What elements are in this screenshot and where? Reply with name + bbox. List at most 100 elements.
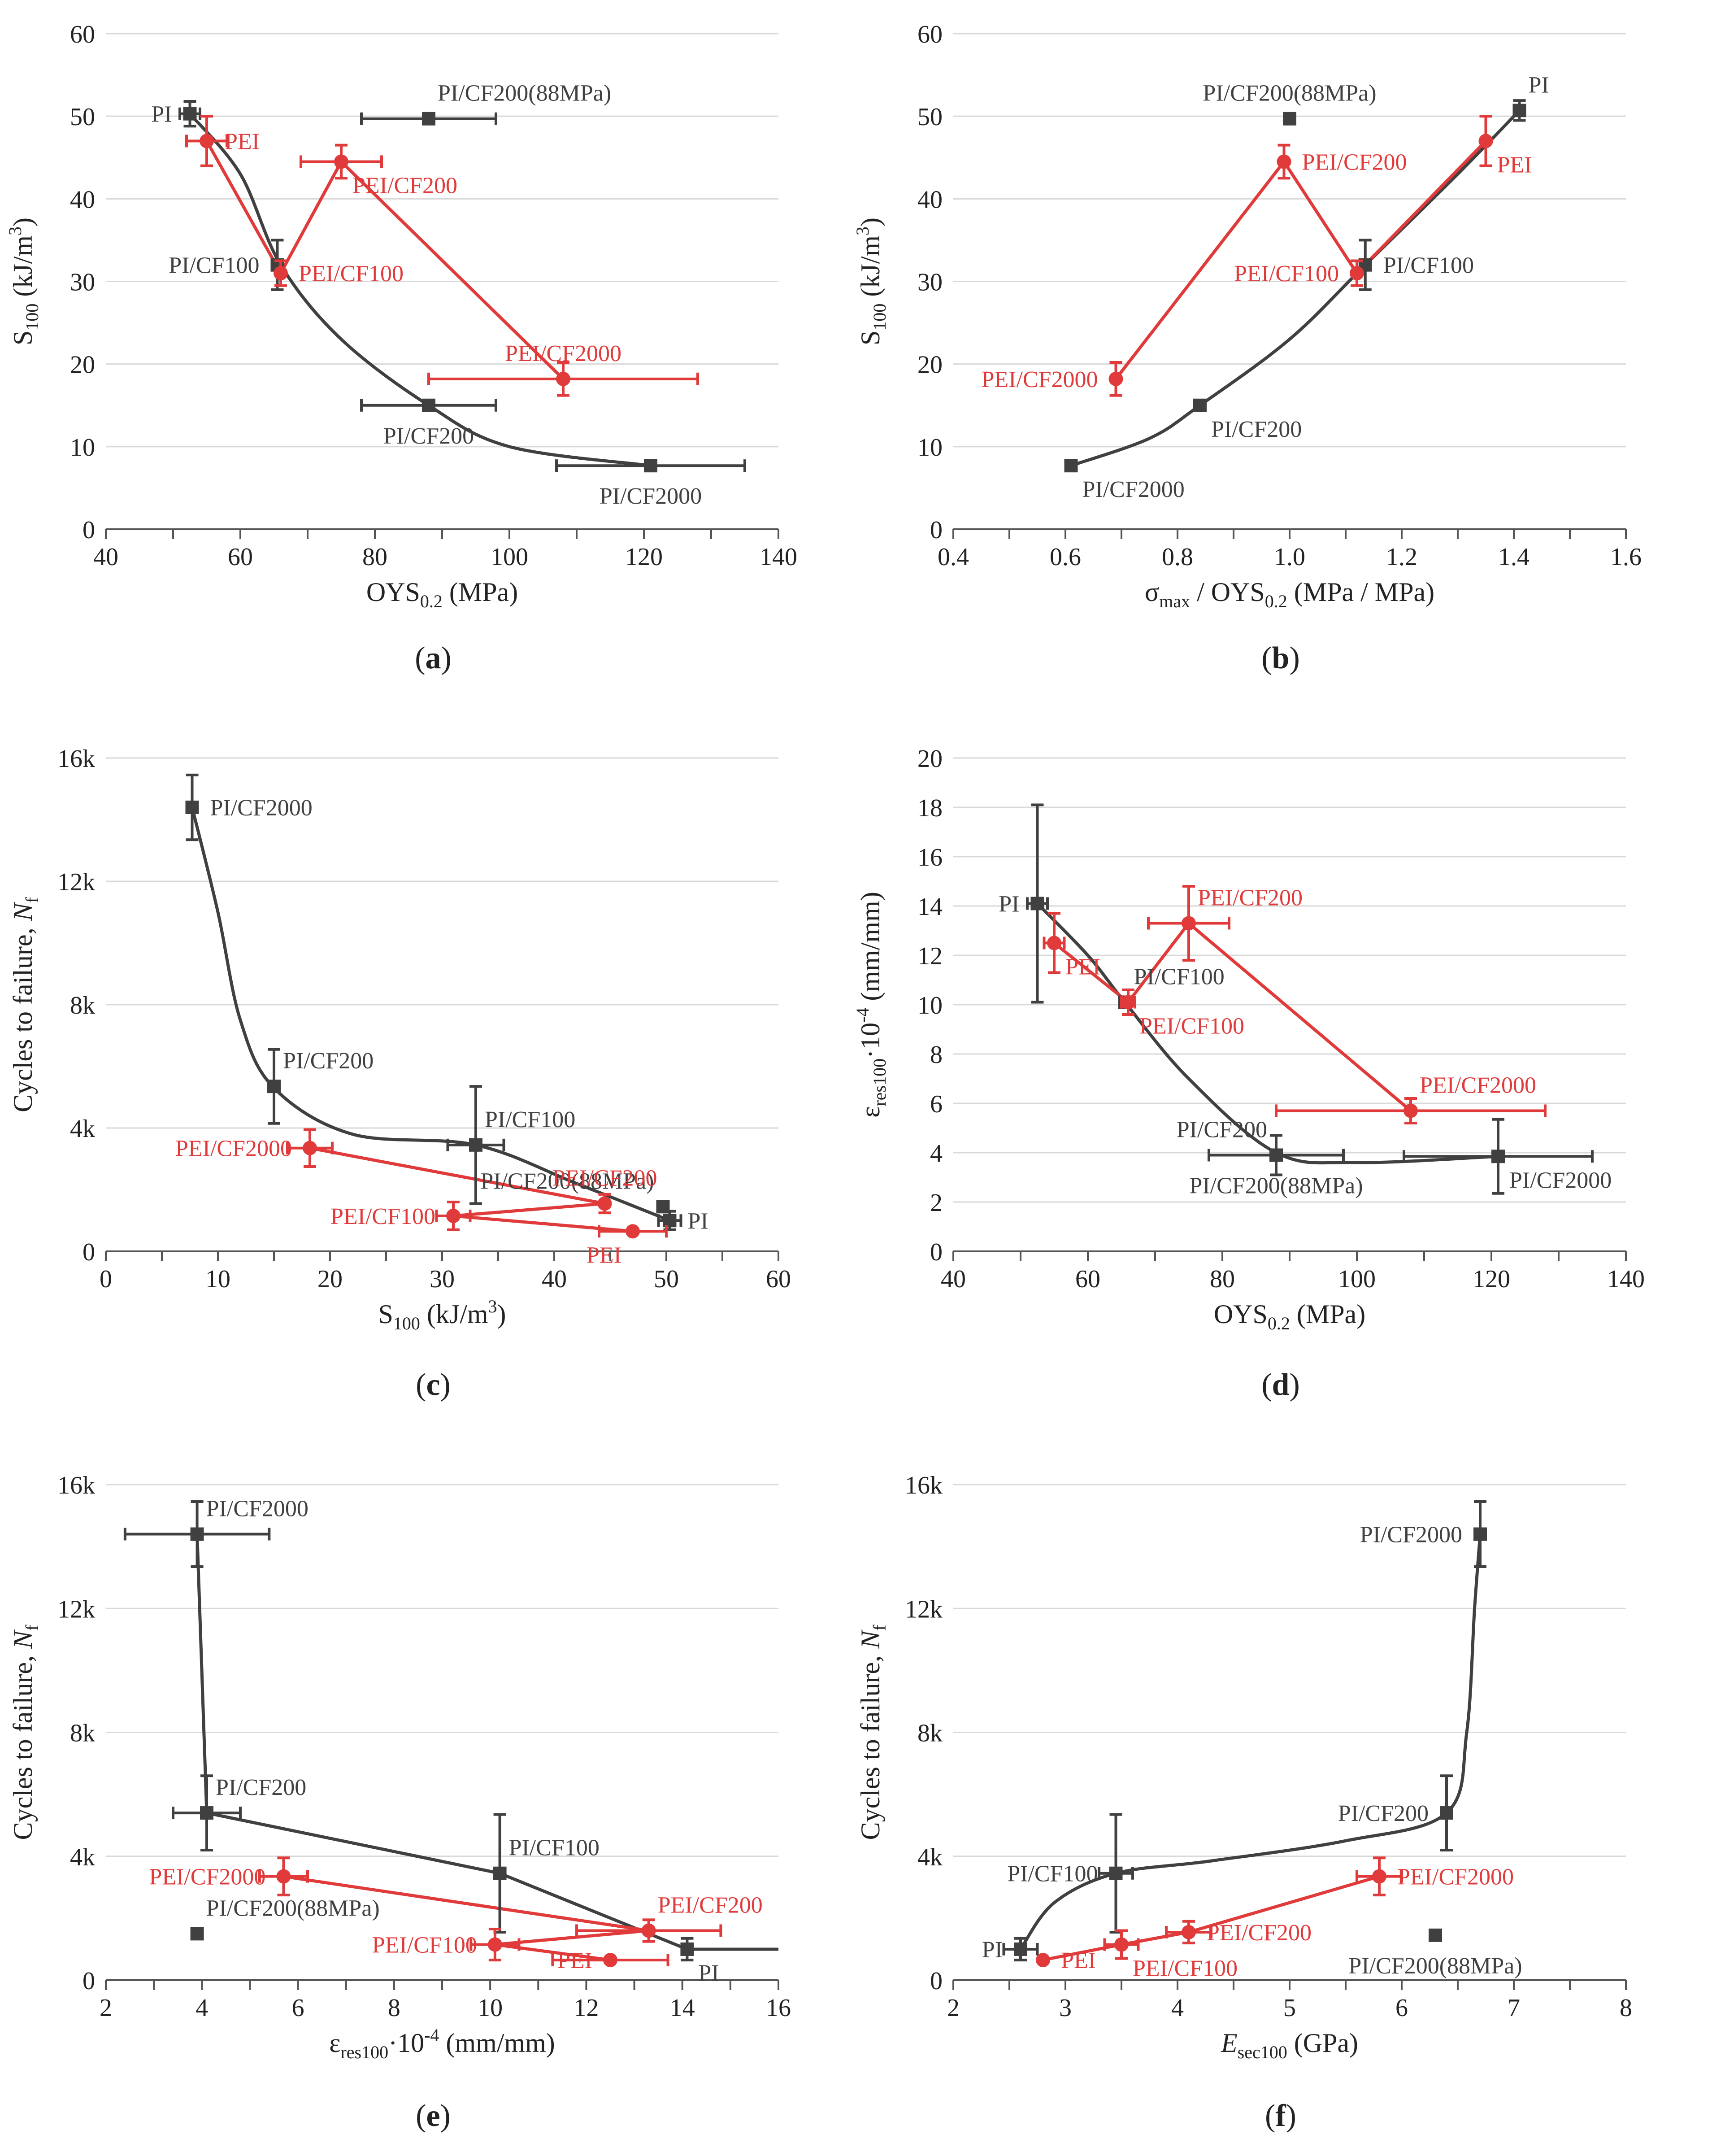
y-tick-label: 10 xyxy=(70,434,95,462)
trend-curve-pi xyxy=(1036,902,1499,1165)
x-tick-label: 1.2 xyxy=(1386,543,1417,571)
x-axis-label: OYS0.2 (MPa) xyxy=(366,577,518,611)
data-label: PEI/CF100 xyxy=(299,261,404,287)
data-label: PI/CF200 xyxy=(283,1048,374,1074)
x-tick-label: 0.6 xyxy=(1050,543,1081,571)
y-tick-label: 50 xyxy=(917,103,943,131)
x-tick-label: 100 xyxy=(491,543,528,571)
data-point-circle xyxy=(1036,1953,1050,1968)
data-label: PEI/CF100 xyxy=(372,1933,477,1958)
data-point-square xyxy=(1064,459,1078,473)
x-tick-label: 2 xyxy=(947,1994,960,2022)
x-tick-label: 3 xyxy=(1059,1994,1072,2022)
chart-panel-a: 0 10 20 30 40 50 60 40 60 80 100 120 140 OYS0.2 (MPa)… xyxy=(5,21,797,675)
y-tick-label: 4k xyxy=(917,1843,943,1871)
data-label: PI xyxy=(151,102,172,127)
data-label: PI/CF200 xyxy=(1211,417,1302,442)
x-tick-label: 30 xyxy=(430,1265,455,1293)
data-point-square xyxy=(1030,897,1044,910)
y-axis-label: Cycles to failure, Nf xyxy=(8,897,42,1112)
x-tick-label: 5 xyxy=(1283,1994,1296,2022)
y-tick-label: 16k xyxy=(905,1472,943,1499)
data-label: PI/CF200 xyxy=(1338,1801,1429,1826)
y-tick-label: 0 xyxy=(930,1967,943,1995)
x-axis-label: Esec100 (GPa) xyxy=(1221,2028,1358,2062)
y-tick-label: 0 xyxy=(83,1967,95,1995)
x-tick-label: 16 xyxy=(766,1994,791,2022)
y-tick-label: 50 xyxy=(70,103,95,131)
x-tick-label: 8 xyxy=(1620,1994,1632,2022)
data-point-circle xyxy=(641,1923,656,1938)
x-tick-label: 1.0 xyxy=(1274,543,1305,571)
data-label: PEI/CF100 xyxy=(1133,1956,1238,1982)
data-label: PI xyxy=(1529,72,1549,98)
data-label: PI/CF100 xyxy=(1134,964,1225,990)
data-label: PEI/CF2000 xyxy=(505,341,621,366)
data-point-circle xyxy=(1047,936,1061,950)
data-point-circle xyxy=(597,1196,612,1211)
data-label: PI xyxy=(698,1960,719,1986)
data-label: PI/CF2000 xyxy=(1360,1522,1462,1548)
data-label: PEI xyxy=(1497,152,1532,178)
y-axis-label: Cycles to failure, Nf xyxy=(8,1625,42,1840)
data-label: PEI/CF2000 xyxy=(981,367,1098,392)
trend-curve-pi xyxy=(1070,109,1521,467)
data-label: PEI/CF100 xyxy=(1234,261,1339,287)
x-axis-label: OYS0.2 (MPa) xyxy=(1214,1299,1365,1333)
x-tick-label: 2 xyxy=(100,1994,112,2022)
data-point-square xyxy=(185,801,199,814)
chart-panel-e: 0 4k 8k 12k 16k 2 4 6 8 10 12 14 16 εres100·10-4 (mm/… xyxy=(8,1472,791,2133)
panel-caption: (d) xyxy=(1261,1368,1300,1402)
x-tick-label: 60 xyxy=(766,1265,791,1293)
x-tick-label: 12 xyxy=(574,1994,599,2022)
data-point-square xyxy=(1014,1942,1027,1956)
data-label: PEI xyxy=(1061,1948,1096,1973)
panel-caption: (c) xyxy=(416,1368,451,1402)
data-point-circle xyxy=(1182,1925,1196,1939)
data-label: PEI xyxy=(587,1242,621,1268)
x-tick-label: 50 xyxy=(654,1265,679,1293)
data-point-circle xyxy=(1403,1103,1418,1118)
data-label: PI/CF2000 xyxy=(206,1496,309,1522)
x-tick-label: 100 xyxy=(1338,1265,1376,1293)
x-tick-label: 0.8 xyxy=(1162,543,1193,571)
data-point-circle xyxy=(200,134,214,148)
series-line-pei xyxy=(205,140,565,380)
data-point-circle xyxy=(1121,995,1135,1010)
y-tick-label: 0 xyxy=(83,516,95,544)
data-point-square xyxy=(656,1200,670,1214)
y-tick-label: 8k xyxy=(70,1720,95,1747)
y-tick-label: 0 xyxy=(930,1238,943,1266)
y-tick-label: 20 xyxy=(917,745,943,773)
x-tick-label: 60 xyxy=(228,543,253,571)
data-point-circle xyxy=(1114,1937,1129,1952)
data-label: PI/CF200(88MPa) xyxy=(206,1895,380,1921)
data-point-square xyxy=(200,1806,213,1820)
y-tick-label: 20 xyxy=(70,351,95,379)
trend-curve-pi xyxy=(188,113,651,467)
data-point-circle xyxy=(603,1953,617,1968)
x-tick-label: 6 xyxy=(292,1994,304,2022)
data-point-square xyxy=(644,459,657,473)
data-label: PI/CF2000 xyxy=(600,483,702,509)
panel-caption: (f) xyxy=(1265,2099,1296,2133)
data-point-circle xyxy=(276,1869,291,1884)
y-tick-label: 16k xyxy=(57,745,95,773)
x-tick-label: 140 xyxy=(760,543,797,571)
chart-panel-f: 0 4k 8k 12k 16k 2 3 4 5 6 7 8 Esec100 (GPa) Cycles to… xyxy=(856,1472,1632,2133)
data-label: PI xyxy=(688,1208,708,1234)
panel-caption: (e) xyxy=(416,2099,451,2133)
data-label: PI/CF100 xyxy=(169,253,259,279)
x-tick-label: 0.4 xyxy=(938,543,969,571)
y-axis-label: εres100·10-4 (mm/mm) xyxy=(852,892,890,1117)
y-tick-label: 14 xyxy=(917,893,943,921)
y-tick-label: 4k xyxy=(70,1843,95,1871)
data-label: PI/CF200 xyxy=(216,1775,306,1800)
data-label: PEI/CF200 xyxy=(552,1165,657,1191)
data-label: PEI xyxy=(557,1948,592,1973)
x-tick-label: 8 xyxy=(388,1994,400,2022)
y-tick-label: 4 xyxy=(930,1140,943,1167)
y-tick-label: 10 xyxy=(917,434,943,462)
y-tick-label: 18 xyxy=(917,794,943,822)
data-label: PEI/CF200 xyxy=(352,173,457,198)
